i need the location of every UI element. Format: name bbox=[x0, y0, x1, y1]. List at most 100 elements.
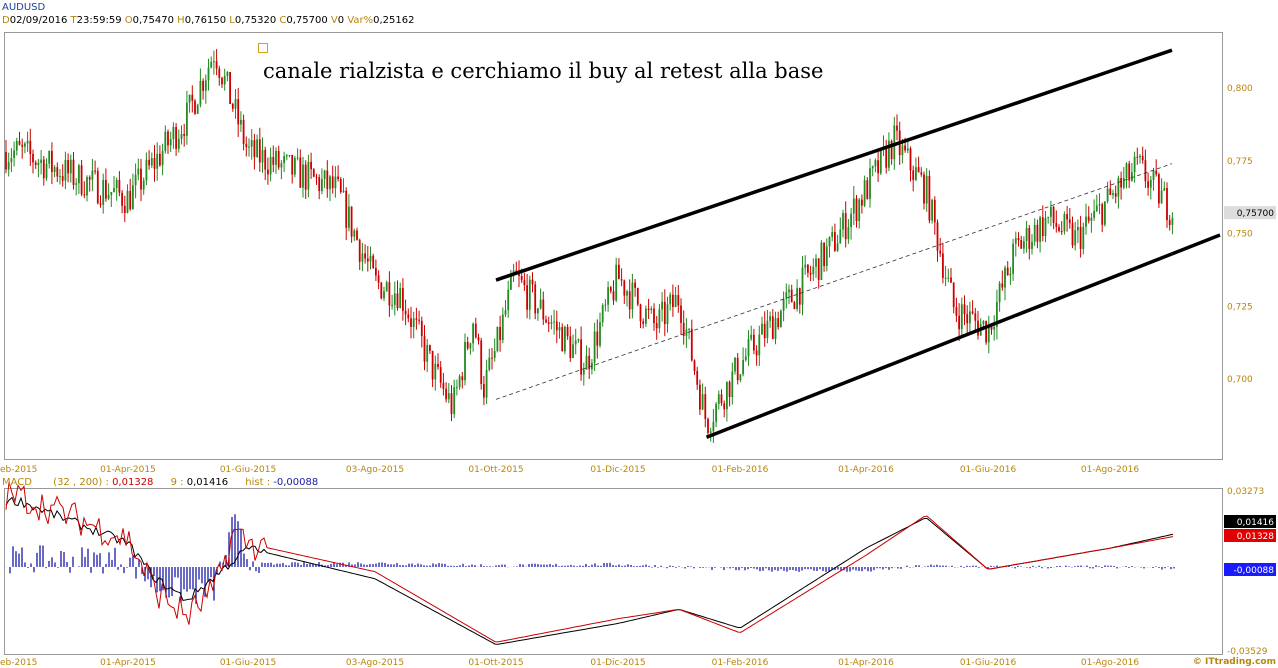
candle-body bbox=[1033, 224, 1036, 242]
candle-body bbox=[839, 229, 842, 244]
candle-body bbox=[623, 280, 626, 296]
candle-body bbox=[1031, 241, 1033, 249]
candle-body bbox=[261, 149, 264, 163]
candle-body bbox=[669, 294, 672, 305]
candle-body bbox=[210, 61, 213, 68]
candle-body bbox=[1041, 217, 1044, 237]
candle-body bbox=[499, 326, 501, 341]
candle-body bbox=[34, 162, 37, 166]
candle-body bbox=[110, 192, 113, 196]
candle-body bbox=[461, 376, 464, 381]
candle-body bbox=[1017, 238, 1020, 241]
candle-body bbox=[744, 356, 747, 361]
candle-body bbox=[1036, 224, 1039, 242]
candle-body bbox=[699, 384, 701, 410]
candle-body bbox=[915, 167, 917, 180]
candle-body bbox=[720, 394, 723, 404]
price-y-tick: 0,725 bbox=[1227, 302, 1253, 312]
candle-body bbox=[67, 159, 69, 174]
candle-body bbox=[828, 236, 831, 247]
candle-body bbox=[885, 146, 888, 168]
macd-x-tick: 03-Ago-2015 bbox=[346, 658, 404, 668]
candle-body bbox=[242, 119, 245, 144]
time-value: 23:59:59 bbox=[76, 15, 122, 26]
candle-body bbox=[547, 322, 550, 324]
candle-body bbox=[445, 388, 447, 400]
candle-body bbox=[726, 381, 728, 410]
candle-body bbox=[585, 355, 588, 370]
price-x-tick: 01-Feb-2016 bbox=[712, 465, 769, 475]
candle-body bbox=[172, 127, 175, 139]
candle-body bbox=[159, 153, 161, 166]
candle-body bbox=[558, 327, 561, 331]
channel-lower-line-ext bbox=[1171, 233, 1221, 256]
candle-body bbox=[396, 293, 399, 309]
candle-body bbox=[982, 321, 985, 325]
candle-body bbox=[628, 291, 631, 310]
channel-mid-line bbox=[495, 163, 1173, 400]
candle-body bbox=[996, 302, 998, 327]
date-value: 02/09/2016 bbox=[9, 15, 68, 26]
candle-body bbox=[42, 159, 45, 179]
candle-body bbox=[175, 127, 177, 149]
candle-body bbox=[277, 150, 280, 168]
candle-body bbox=[847, 227, 850, 240]
candle-body bbox=[564, 326, 566, 352]
candle-body bbox=[928, 175, 931, 221]
candle-body bbox=[593, 331, 596, 363]
candle-body bbox=[545, 319, 547, 323]
candle-body bbox=[812, 266, 815, 275]
candle-body bbox=[1104, 201, 1106, 225]
candle-body bbox=[18, 140, 21, 145]
candle-body bbox=[777, 318, 780, 328]
var-value: 0,25162 bbox=[373, 15, 415, 26]
candle-body bbox=[663, 301, 666, 325]
candle-body bbox=[998, 283, 1001, 303]
candle-body bbox=[51, 151, 53, 172]
candle-body bbox=[820, 242, 823, 280]
candle-body bbox=[442, 382, 445, 389]
candle-body bbox=[1068, 219, 1071, 224]
macd-x-tick: 01-Ago-2016 bbox=[1081, 658, 1139, 668]
candle-body bbox=[553, 321, 555, 323]
candle-body bbox=[1063, 214, 1066, 232]
candle-body bbox=[990, 324, 993, 330]
candle-body bbox=[488, 357, 491, 370]
candle-body bbox=[115, 179, 118, 189]
candle-body bbox=[126, 190, 129, 213]
candle-body bbox=[366, 258, 369, 262]
candle-body bbox=[258, 139, 261, 163]
candle-body bbox=[1050, 206, 1052, 217]
candle-body bbox=[207, 67, 210, 81]
candle-body bbox=[1014, 238, 1017, 244]
candle-body bbox=[280, 163, 283, 168]
candle-body bbox=[1120, 178, 1122, 188]
candle-body bbox=[955, 307, 958, 316]
candle-body bbox=[15, 140, 18, 151]
price-x-tick: eb-2015 bbox=[0, 465, 37, 475]
candle-body bbox=[987, 324, 990, 343]
hist-label: hist bbox=[245, 477, 264, 488]
candle-body bbox=[615, 264, 618, 301]
candle-body bbox=[1020, 240, 1023, 249]
candle-body bbox=[1101, 204, 1104, 225]
candle-body bbox=[620, 279, 623, 281]
candle-body bbox=[1077, 226, 1079, 231]
candle-body bbox=[1055, 223, 1058, 227]
candle-body bbox=[852, 198, 855, 214]
price-x-tick: 01-Apr-2015 bbox=[100, 465, 156, 475]
candle-body bbox=[1163, 188, 1166, 191]
candle-body bbox=[690, 328, 693, 361]
candle-body bbox=[801, 267, 804, 305]
candle-body bbox=[769, 316, 771, 321]
candle-body bbox=[264, 149, 267, 170]
candle-body bbox=[404, 310, 407, 315]
volume-label: V bbox=[330, 15, 338, 26]
candle-body bbox=[685, 329, 688, 336]
candle-body bbox=[307, 161, 310, 190]
candle-body bbox=[240, 119, 242, 125]
candle-body bbox=[936, 222, 939, 251]
candle-body bbox=[188, 94, 191, 103]
candle-body bbox=[731, 371, 734, 397]
